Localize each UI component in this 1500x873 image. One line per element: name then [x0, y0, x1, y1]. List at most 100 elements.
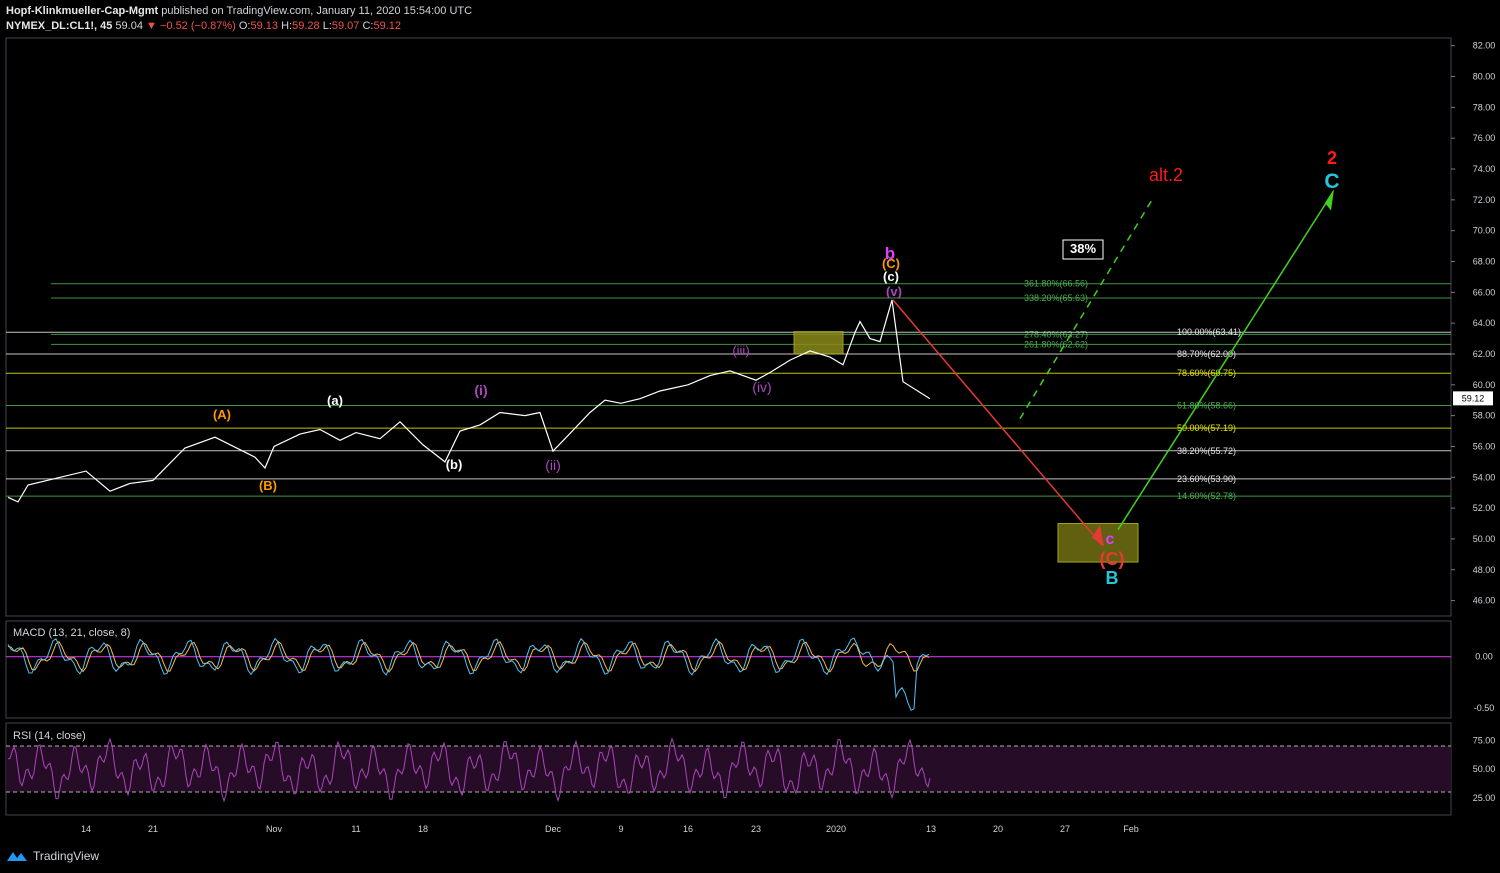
- rsi-line: [7, 737, 931, 803]
- projection-arrow-up: [1117, 191, 1334, 531]
- publish-info: published on TradingView.com, January 11…: [161, 5, 473, 17]
- arrow-head-down-icon: [1092, 525, 1104, 547]
- y-tick-label: 72.00: [1473, 195, 1496, 205]
- chart-header: Hopf-Klinkmueller-Cap-Mgmt published on …: [6, 4, 472, 34]
- wave-label: (i): [474, 382, 487, 398]
- fib-label: 61.80%(58.66): [1177, 400, 1236, 410]
- y-tick-label: 74.00: [1473, 164, 1496, 174]
- y-tick-label: 78.00: [1473, 102, 1496, 112]
- x-tick-label: 2020: [826, 824, 846, 834]
- alt-projection-arrow: [1019, 199, 1153, 420]
- macd-pane-border: [5, 620, 1452, 719]
- percent-box: [1062, 239, 1104, 260]
- wave-label: (iv): [752, 379, 771, 395]
- last-price: 59.04: [115, 20, 143, 32]
- y-tick-label: 58.00: [1473, 411, 1496, 421]
- open-key: O:: [238, 20, 251, 32]
- rsi-tick-label: 75.00: [1473, 735, 1496, 745]
- y-tick-label: 50.00: [1473, 534, 1496, 544]
- rsi-tick-label: 50.00: [1473, 764, 1496, 774]
- macd-signal-line: [7, 640, 930, 673]
- rsi-tick-label: 25.00: [1473, 793, 1496, 803]
- fib-label: 261.80%(62.62): [1024, 339, 1088, 349]
- target-zone-upper: [793, 331, 844, 355]
- wave-label: C: [1324, 170, 1339, 193]
- wave-label: (B): [259, 478, 277, 493]
- down-triangle-icon: ▼: [146, 20, 157, 32]
- wave-label: (iii): [732, 343, 749, 358]
- fib-label: 14.60%(52.78): [1177, 491, 1236, 501]
- tradingview-footer[interactable]: TradingView: [6, 849, 99, 863]
- y-tick-label: 64.00: [1473, 318, 1496, 328]
- x-tick-label: 18: [418, 824, 428, 834]
- price-tag-label: 59.12: [1462, 393, 1485, 403]
- arrow-head-up-icon: [1325, 189, 1334, 211]
- wave-label: (v): [886, 284, 902, 299]
- x-tick-label: Feb: [1123, 824, 1139, 834]
- x-tick-label: 23: [751, 824, 761, 834]
- fib-label: 278.40%(63.27): [1024, 329, 1088, 339]
- low-value: 59.07: [331, 20, 360, 32]
- x-tick-label: 9: [618, 824, 623, 834]
- macd-title: MACD (13, 21, close, 8): [13, 627, 131, 639]
- tradingview-brand: TradingView: [33, 849, 100, 863]
- y-tick-label: 70.00: [1473, 226, 1496, 236]
- price-tag-box: [1453, 391, 1493, 406]
- open-value: 59.13: [250, 20, 279, 32]
- fib-label: 338.20%(65.63): [1024, 293, 1088, 303]
- x-tick-label: 20: [993, 824, 1003, 834]
- price-change: −0.52 (−0.87%): [159, 20, 236, 32]
- y-tick-label: 80.00: [1473, 72, 1496, 82]
- rsi-title: RSI (14, close): [13, 730, 86, 742]
- y-tick-label: 60.00: [1473, 380, 1496, 390]
- fib-label: 23.60%(53.90): [1177, 474, 1236, 484]
- y-tick-label: 76.00: [1473, 133, 1496, 143]
- macd-tick-label: -0.50: [1474, 703, 1495, 713]
- low-key: L:: [322, 20, 332, 32]
- wave-label: (C): [882, 256, 900, 271]
- wave-label: (c): [883, 269, 899, 284]
- x-tick-label: 21: [148, 824, 158, 834]
- wave-label: c: [1106, 531, 1115, 548]
- ohlc-line: NYMEX_DL:CL1!, 45 59.04 ▼ −0.52 (−0.87%)…: [6, 19, 472, 34]
- y-tick-label: 52.00: [1473, 503, 1496, 513]
- x-tick-label: Dec: [545, 824, 562, 834]
- y-tick-label: 48.00: [1473, 565, 1496, 575]
- wave-label: (b): [446, 457, 463, 472]
- x-tick-label: 11: [351, 824, 360, 834]
- price-series-line: [7, 299, 931, 503]
- macd-line: [7, 637, 930, 711]
- fib-label: 361.80%(66.56): [1024, 279, 1088, 289]
- price-pane-border: [5, 37, 1452, 617]
- close-key: C:: [362, 20, 374, 32]
- wave-label: b: [885, 244, 895, 263]
- high-value: 59.28: [292, 20, 320, 32]
- close-value: 59.12: [373, 20, 401, 32]
- y-tick-label: 46.00: [1473, 596, 1496, 606]
- tradingview-logo-icon: [7, 852, 27, 861]
- publish-line: Hopf-Klinkmueller-Cap-Mgmt published on …: [6, 4, 472, 19]
- fib-label: 78.60%(60.75): [1177, 368, 1236, 378]
- wave-label: B: [1106, 568, 1119, 588]
- y-tick-label: 82.00: [1473, 41, 1496, 51]
- y-tick-label: 66.00: [1473, 287, 1496, 297]
- symbol-label[interactable]: NYMEX_DL:CL1!, 45: [6, 20, 113, 32]
- wave-label: (ii): [545, 457, 561, 473]
- x-tick-label: 16: [683, 824, 693, 834]
- y-tick-label: 68.00: [1473, 256, 1496, 266]
- high-key: H:: [281, 20, 293, 32]
- wave-label: (a): [327, 393, 343, 408]
- wave-label: 38%: [1070, 241, 1096, 256]
- macd-tick-label: 0.00: [1475, 652, 1493, 662]
- fib-label: 100.00%(63.41): [1177, 327, 1241, 337]
- wave-label: 2: [1327, 148, 1337, 168]
- wave-label: (A): [213, 407, 231, 422]
- y-tick-label: 62.00: [1473, 349, 1496, 359]
- fib-label: 88.70%(62.00): [1177, 349, 1236, 359]
- author-name[interactable]: Hopf-Klinkmueller-Cap-Mgmt: [6, 5, 159, 17]
- fib-label: 50.00%(57.19): [1177, 423, 1236, 433]
- wave-label: (C): [1100, 549, 1125, 569]
- y-tick-label: 54.00: [1473, 472, 1496, 482]
- x-tick-label: 13: [926, 824, 936, 834]
